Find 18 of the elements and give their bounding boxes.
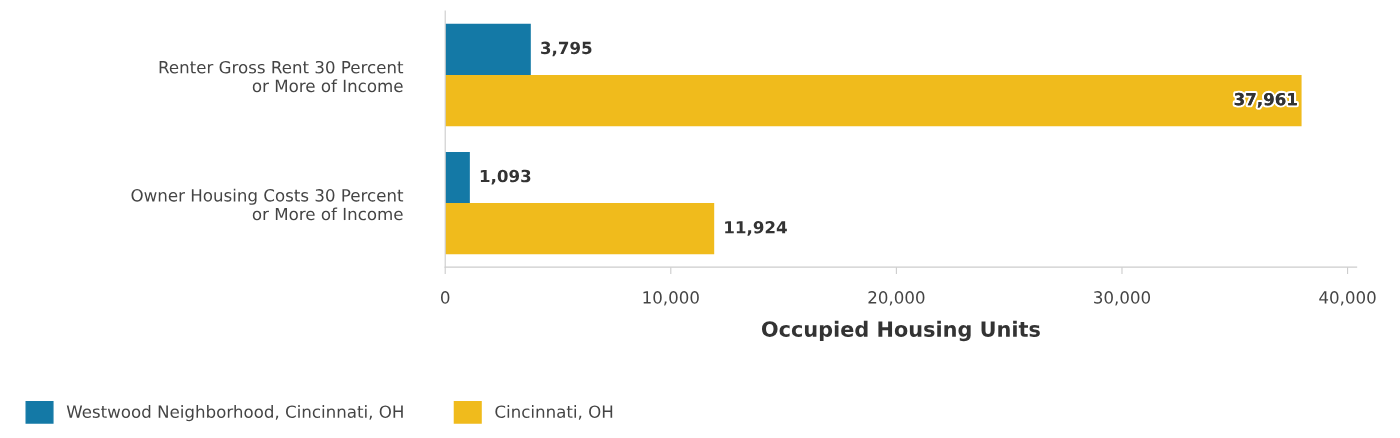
x-tick-label: 20,000 bbox=[868, 291, 925, 306]
x-axis-title: Occupied Housing Units bbox=[761, 320, 1040, 342]
data-label: 1,093 bbox=[480, 169, 531, 185]
x-tick-label: 40,000 bbox=[1319, 291, 1376, 306]
x-tick-label: 10,000 bbox=[643, 291, 699, 306]
x-tick-label: 30,000 bbox=[1094, 291, 1151, 306]
data-label: 3,795 bbox=[541, 41, 592, 57]
x-tick-label: 0 bbox=[441, 291, 450, 304]
legend-label: Westwood Neighborhood, Cincinnati, OH bbox=[66, 405, 403, 422]
y-tick-label: Renter Gross Rent 30 Percent or More of Income bbox=[159, 60, 404, 93]
data-label: 11,924 bbox=[725, 220, 787, 236]
data-label: 37,961 bbox=[1234, 92, 1297, 108]
bar bbox=[445, 203, 715, 255]
y-tick-label: Owner Housing Costs 30 Percent or More of Income bbox=[131, 188, 404, 221]
legend-label: Cincinnati, OH bbox=[495, 405, 613, 420]
bar bbox=[445, 23, 531, 76]
bar bbox=[445, 151, 470, 204]
bar bbox=[445, 75, 1302, 127]
